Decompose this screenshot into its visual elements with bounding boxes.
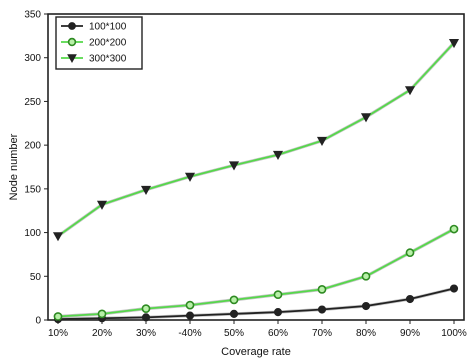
y-tick-label: 50	[30, 272, 42, 283]
y-axis: 0 50 100 150 200 250 300 350	[24, 10, 48, 327]
legend-label: 300*300	[89, 54, 127, 65]
data-point	[449, 284, 459, 293]
plot-frame	[47, 13, 465, 321]
data-point	[96, 200, 108, 210]
data-point	[97, 309, 107, 319]
x-tick-label: 20%	[92, 328, 112, 339]
data-point	[317, 305, 327, 314]
x-tick-label: 50%	[224, 328, 244, 339]
data-point	[405, 248, 415, 258]
series-line	[57, 228, 455, 318]
series-line	[57, 42, 455, 237]
data-point	[273, 290, 283, 300]
data-point	[141, 313, 151, 322]
x-tick-label: -40%	[178, 328, 201, 339]
legend: 100*100 200*200 300*300	[55, 16, 143, 70]
y-tick-label: 250	[24, 97, 41, 108]
data-point	[272, 150, 284, 160]
x-axis-title: Coverage rate	[221, 346, 291, 358]
y-tick-label: 300	[24, 53, 41, 64]
data-point	[360, 113, 372, 123]
y-axis-title: Node number	[8, 133, 20, 200]
x-tick-label: 30%	[136, 328, 156, 339]
x-tick-label: 10%	[48, 328, 68, 339]
series-line-shadow	[57, 227, 455, 319]
y-tick-label: 150	[24, 184, 41, 195]
data-point	[449, 224, 459, 234]
series-line-shadow	[57, 286, 455, 321]
data-point	[273, 308, 283, 317]
x-tick-label: 100%	[441, 328, 467, 339]
data-point	[53, 312, 63, 321]
data-point	[361, 301, 371, 311]
y-tick-label: 350	[24, 10, 41, 21]
legend-label: 100*100	[89, 22, 127, 33]
x-tick-label: 60%	[268, 328, 288, 339]
y-tick-label: 200	[24, 141, 41, 152]
data-point	[361, 271, 371, 281]
x-axis: 10% 20% 30% -40% 50% 60% 70% 80% 90% 100%	[48, 320, 467, 339]
legend-marker	[67, 37, 77, 47]
series-line	[57, 287, 455, 321]
data-point	[185, 311, 195, 320]
legend-label: 200*200	[89, 38, 127, 49]
series-line-shadow	[57, 41, 456, 238]
data-point	[448, 38, 460, 49]
data-point	[185, 300, 195, 310]
y-tick-label: 0	[35, 316, 41, 327]
data-point	[317, 285, 327, 294]
data-point	[229, 295, 239, 305]
data-point	[316, 136, 328, 147]
series-layer	[52, 38, 460, 324]
data-point	[405, 294, 415, 304]
x-tick-label: 90%	[400, 328, 420, 339]
data-point	[52, 232, 64, 242]
data-point	[229, 309, 239, 318]
data-point	[141, 304, 151, 314]
legend-marker	[67, 54, 77, 64]
legend-marker	[68, 22, 76, 30]
x-tick-label: 80%	[356, 328, 376, 339]
data-point	[140, 185, 152, 195]
data-point	[184, 172, 196, 182]
y-tick-label: 100	[24, 228, 41, 239]
data-point	[228, 161, 240, 171]
x-tick-label: 70%	[312, 328, 332, 339]
data-point	[404, 86, 416, 96]
